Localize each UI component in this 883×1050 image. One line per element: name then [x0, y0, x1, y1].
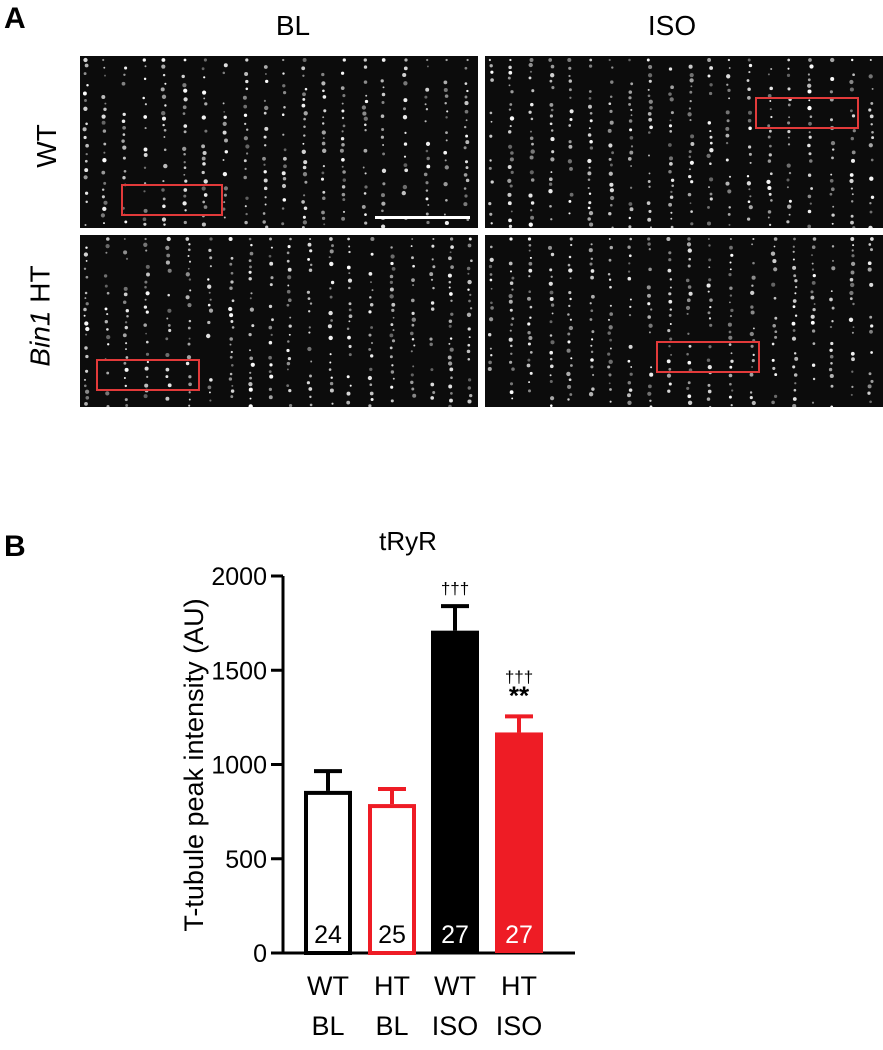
panel-a-letter: A [4, 2, 26, 35]
x-tick-label: WT [434, 971, 476, 1001]
x-tick-label: BL [375, 1011, 408, 1041]
striation-pattern [82, 57, 470, 228]
y-tick-label: 0 [253, 940, 267, 968]
chart-title: tRyR [379, 526, 437, 556]
y-tick-label: 1500 [211, 657, 267, 685]
n-label: 24 [314, 921, 342, 949]
striation-pattern [487, 236, 874, 407]
micrograph-wt-iso [485, 56, 883, 228]
row-header-wt: WT [30, 124, 62, 168]
row-header-genotype: HT [24, 265, 56, 303]
bar [304, 790, 352, 956]
roi-box [755, 97, 859, 129]
scale-bar [375, 216, 470, 219]
column-header-bl: BL [275, 10, 311, 41]
n-label: 25 [378, 921, 406, 949]
micrograph-ht-iso [485, 235, 883, 407]
significance-daggers: ††† [505, 667, 533, 686]
x-tick-label: HT [374, 971, 410, 1001]
significance-stars: ** [509, 680, 530, 710]
roi-box [121, 184, 223, 216]
x-tick-label: HT [501, 971, 537, 1001]
x-tick-label: ISO [496, 1011, 543, 1041]
n-label: 27 [505, 921, 533, 949]
striation-pattern [488, 57, 875, 228]
micrograph-ht-bl [80, 235, 478, 407]
row-header-gene-name: Bin1 [24, 310, 56, 367]
column-header-iso: ISO [647, 10, 697, 41]
y-tick-label: 1000 [211, 752, 267, 780]
x-tick-label: BL [311, 1011, 344, 1041]
striation-pattern [83, 236, 473, 407]
bar [495, 732, 543, 953]
y-axis-label: T-tubule peak intensity (AU) [179, 598, 209, 931]
bar [431, 630, 479, 953]
panel-b-letter: B [4, 530, 26, 563]
significance-daggers: ††† [441, 579, 469, 598]
x-tick-label: WT [307, 971, 349, 1001]
y-tick-label: 500 [225, 846, 267, 874]
y-tick-label: 2000 [211, 563, 267, 591]
roi-box [656, 341, 760, 373]
bar [368, 804, 416, 955]
bar-chart: 0 500 1000 1500 2000 tRyR T-tubule peak intens… [179, 526, 575, 1041]
n-label: 27 [441, 921, 469, 949]
micrograph-wt-bl [80, 56, 478, 228]
row-header-bin1-ht: Bin1 HT [25, 265, 57, 366]
roi-box [96, 359, 200, 391]
x-tick-label: ISO [432, 1011, 479, 1041]
